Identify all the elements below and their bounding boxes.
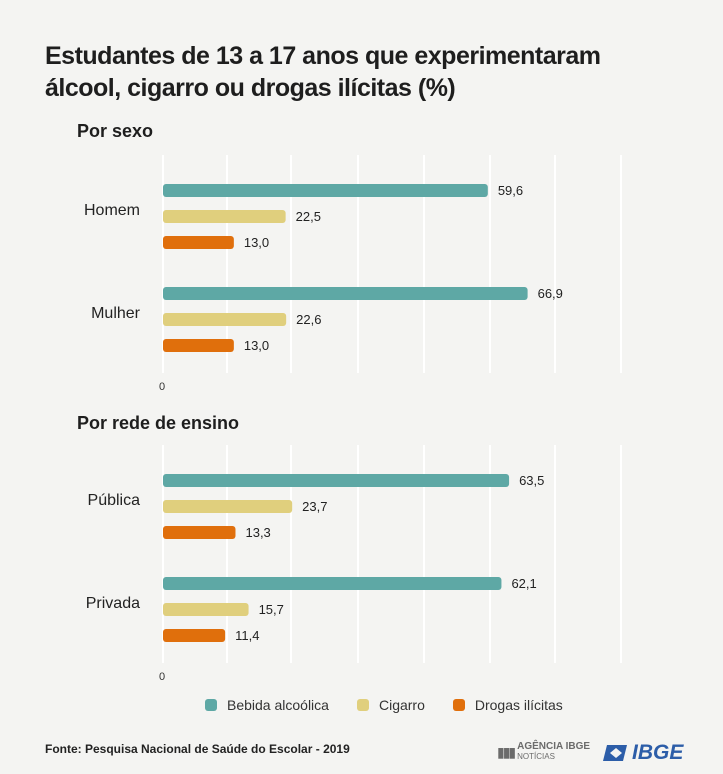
ibge-logo: IBGE <box>603 741 683 765</box>
legend-label-drogas: Drogas ilícitas <box>474 697 563 713</box>
data-label-drogas-2: 11,4 <box>235 628 259 643</box>
data-label-cigarro-2: 15,7 <box>259 602 284 617</box>
category-label: Privada <box>86 595 140 612</box>
data-label-cigarro-1: 22,5 <box>296 209 321 224</box>
data-label-bebida-2: 66,9 <box>538 286 563 301</box>
x-tick-label: 0 <box>159 381 165 393</box>
legend-item-drogas: Drogas ilícitas <box>452 697 563 713</box>
bar-cigarro-2 <box>163 313 287 326</box>
source-note: Fonte: Pesquisa Nacional de Saúde do Esc… <box>45 742 350 756</box>
ibge-logo-text: IBGE <box>632 741 684 764</box>
category-label: Homem <box>84 202 140 219</box>
data-label-bebida-1: 59,6 <box>498 183 523 198</box>
legend-item-bebida: Bebida alcoólica <box>205 697 329 713</box>
agencia-mark-icon: ▮▮▮ <box>497 743 516 760</box>
section-title-por-rede: Por rede de ensino <box>77 413 240 433</box>
x-tick-label: 0 <box>159 671 165 683</box>
bar-bebida-1 <box>163 184 488 197</box>
chart-title: Estudantes de 13 a 17 anos que experimen… <box>45 42 601 102</box>
legend: Bebida alcoólica Cigarro Drogas ilícitas <box>205 697 591 713</box>
category-label: Mulher <box>91 305 141 322</box>
bar-cigarro-1 <box>163 210 286 223</box>
bar-bebida-1 <box>163 474 510 487</box>
bar-drogas-2 <box>163 629 226 642</box>
data-label-drogas-1: 13,0 <box>244 235 269 250</box>
data-label-bebida-2: 62,1 <box>511 576 536 591</box>
data-label-drogas-2: 13,0 <box>244 338 269 353</box>
chart-por-rede: 0 Pública 63,5 23,7 13,3 Privada 62,1 15,7 11,4 <box>0 445 723 690</box>
bar-drogas-1 <box>163 526 236 539</box>
chart-por-sexo: 0 Homem 59,6 22,5 13,0 Mulher 66,9 22,6 13,0 <box>0 155 723 400</box>
bar-cigarro-2 <box>163 603 249 616</box>
bar-bebida-2 <box>163 287 528 300</box>
ibge-flag-icon <box>603 745 627 761</box>
bar-chart-por-rede: 0 Pública 63,5 23,7 13,3 Privada 62,1 15,711,4 <box>86 445 622 683</box>
agencia-logo-text: AGÊNCIA IBGE <box>517 741 591 752</box>
bar-drogas-2 <box>163 339 234 352</box>
bar-chart-por-sexo: 0 Homem 59,6 22,5 13,0 Mulher 66,9 22,6 13,0 <box>84 155 622 393</box>
legend-label-bebida: Bebida alcoólica <box>227 697 329 713</box>
data-label-bebida-1: 63,5 <box>519 473 544 488</box>
legend-item-cigarro: Cigarro <box>356 697 425 713</box>
agencia-logo-subtext: NOTÍCIAS <box>517 752 555 761</box>
legend-label-cigarro: Cigarro <box>378 697 425 713</box>
legend-swatch-drogas <box>452 699 465 711</box>
data-label-cigarro-2: 22,6 <box>296 312 321 327</box>
category-label: Pública <box>88 492 141 509</box>
data-label-drogas-1: 13,3 <box>245 525 270 540</box>
data-label-cigarro-1: 23,7 <box>302 499 327 514</box>
bar-bebida-2 <box>163 577 502 590</box>
bar-cigarro-1 <box>163 500 293 513</box>
agencia-ibge-logo: ▮▮▮ AGÊNCIA IBGE NOTÍCIAS <box>497 742 590 762</box>
section-title-por-sexo: Por sexo <box>77 121 154 141</box>
legend-swatch-bebida <box>205 699 217 711</box>
legend-swatch-cigarro <box>356 699 369 711</box>
bar-drogas-1 <box>163 236 234 249</box>
